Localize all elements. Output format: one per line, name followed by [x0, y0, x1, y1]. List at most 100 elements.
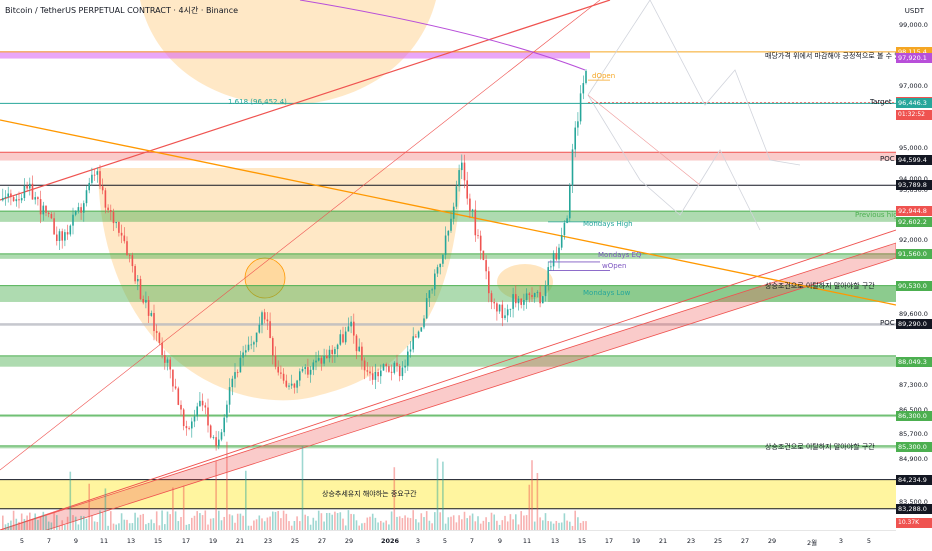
volume-bar: [479, 523, 482, 530]
chart-canvas[interactable]: [0, 0, 896, 530]
candle-body: [191, 421, 193, 429]
candle-body: [301, 368, 304, 372]
candle-body: [299, 371, 301, 381]
projection-red: [587, 94, 701, 186]
x-tick-label: 27: [317, 537, 327, 545]
volume-bar: [374, 517, 377, 530]
candle-body: [326, 355, 328, 359]
volume-bar: [390, 511, 393, 530]
candle-body: [199, 400, 201, 407]
x-tick-label: 27: [740, 537, 750, 545]
candle-body: [110, 210, 112, 212]
candle-body: [336, 344, 339, 350]
volume-bar: [423, 517, 425, 530]
candle-body: [382, 364, 385, 371]
volume-bar: [64, 524, 66, 530]
volume-bar: [99, 510, 101, 530]
volume-bar: [118, 523, 120, 530]
volume-bar: [93, 521, 96, 530]
volume-bar: [61, 520, 63, 530]
projection-path-2: [587, 94, 761, 231]
volume-bar: [147, 522, 150, 530]
candle-body: [396, 362, 398, 366]
volume-bar: [496, 520, 498, 530]
volume-bar: [77, 524, 80, 530]
y-tick-label: 94,000.0: [899, 174, 928, 183]
volume-bar: [331, 514, 333, 530]
volume-bar: [555, 521, 558, 530]
volume-bar: [4, 524, 7, 530]
volume-bar: [293, 521, 296, 530]
chart-plot-area[interactable]: Bitcoin / TetherUS PERPETUAL CONTRACT · …: [0, 0, 896, 530]
volume-bar: [72, 515, 74, 530]
y-tick-label: 92,000.0: [899, 236, 928, 245]
candle-body: [85, 190, 88, 204]
volume-bar: [196, 511, 198, 530]
candle-body: [12, 197, 15, 202]
highlight-ellipse: [497, 264, 553, 300]
volume-bar: [58, 525, 61, 530]
volume-bar: [7, 522, 9, 530]
candle-body: [401, 367, 404, 377]
x-tick-label: 21: [658, 537, 668, 545]
volume-bar: [304, 514, 306, 530]
zone-yellow-8: [0, 479, 896, 509]
volume-bar: [101, 512, 104, 530]
volume-bar: [323, 521, 325, 530]
volume-bar: [253, 520, 255, 530]
volume-bar: [263, 521, 266, 530]
volume-bar: [371, 513, 374, 530]
candle-body: [506, 309, 509, 316]
volume-bar: [531, 460, 533, 530]
candle-body: [417, 331, 420, 338]
candle-body: [231, 378, 234, 388]
candle-body: [442, 254, 444, 264]
volume-bar: [220, 520, 223, 530]
x-tick-label: 13: [126, 537, 136, 545]
candle-body: [290, 383, 293, 386]
candle-body: [434, 273, 436, 290]
candle-body: [182, 409, 185, 427]
volume-bar: [26, 515, 28, 530]
volume-bar: [182, 485, 185, 530]
candle-body: [328, 349, 331, 359]
chart-title: Bitcoin / TetherUS PERPETUAL CONTRACT · …: [5, 6, 239, 15]
candle-body: [490, 293, 493, 303]
y-tick-label: 97,000.0: [899, 82, 928, 91]
volume-bar: [218, 510, 220, 530]
candle-body: [458, 170, 460, 187]
volume-bar: [226, 441, 228, 530]
candle-body: [185, 426, 188, 429]
volume-bar: [544, 513, 547, 530]
volume-bar: [528, 484, 531, 530]
price-label-box: 98,115.4: [896, 46, 932, 57]
candle-body: [536, 292, 539, 294]
candle-body: [504, 315, 506, 319]
volume-bar: [396, 516, 398, 530]
candle-body: [218, 439, 220, 447]
volume-bar: [382, 522, 385, 530]
volume-bar: [258, 515, 261, 530]
price-axis[interactable]: USDT 99,000.0 97,000.0 95,000.0 94,000.093,…: [896, 0, 932, 550]
candle-body: [204, 405, 207, 408]
candle-body: [582, 83, 585, 94]
volume-bar: [506, 521, 509, 530]
candle-body: [485, 260, 487, 272]
volume-bar: [245, 470, 247, 530]
volume-bar: [2, 515, 4, 530]
volume-bar: [31, 519, 34, 530]
price-label-box: 92,602.2: [896, 216, 932, 227]
volume-bar: [261, 518, 263, 530]
volume-bar: [185, 524, 188, 530]
volume-bar: [153, 523, 155, 530]
time-axis[interactable]: 5 7 9 11 13 15 17 19 21 23 25 27 29 2026 3 5 7 9 11 13 15 17 1…: [0, 530, 896, 551]
volume-bar: [207, 524, 209, 530]
volume-bar: [172, 487, 174, 530]
volume-bar: [29, 512, 31, 530]
volume-bar: [579, 522, 582, 530]
candle-body: [555, 253, 558, 260]
zone-green-3: [0, 253, 896, 259]
volume-bar: [536, 473, 539, 530]
candle-body: [420, 327, 423, 332]
candle-body: [26, 185, 28, 189]
